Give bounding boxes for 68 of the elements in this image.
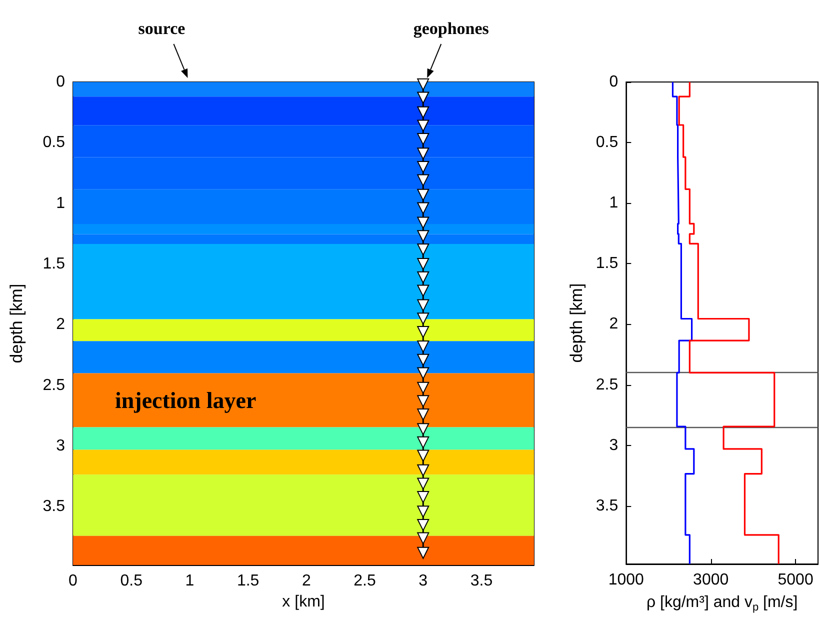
point <box>417 312 430 325</box>
x-tick-label: 0.5 <box>120 572 143 590</box>
point <box>417 423 430 436</box>
x-tick-label: 1000 <box>608 572 644 588</box>
point <box>417 271 430 284</box>
point <box>417 174 430 186</box>
annotation: geophones <box>413 19 490 38</box>
x-tick-label: 3 <box>418 572 428 590</box>
point <box>417 78 430 90</box>
point <box>417 284 430 297</box>
point <box>417 518 430 531</box>
point <box>417 92 430 104</box>
point <box>417 354 430 366</box>
point <box>417 450 430 462</box>
point <box>417 367 430 380</box>
annotation: source <box>138 19 186 38</box>
x-axis-title: x [km] <box>282 593 325 610</box>
y-tick-label: 1 <box>609 194 618 212</box>
y-tick-label: 2 <box>609 316 618 333</box>
point <box>417 188 430 201</box>
x-tick-label: 2.5 <box>354 572 376 590</box>
x-tick-label: 1.5 <box>236 572 260 590</box>
point <box>417 120 430 132</box>
x-tick-label: 2 <box>302 572 311 590</box>
x-tick-label: 0 <box>68 572 78 590</box>
y-tick-label: 3.5 <box>596 497 618 514</box>
y-tick-label: 1.5 <box>596 255 618 272</box>
point <box>417 340 430 353</box>
point <box>417 326 430 338</box>
point <box>417 491 430 504</box>
point <box>417 546 430 559</box>
point <box>417 106 430 118</box>
y-tick-label: 0.5 <box>596 134 618 152</box>
y-tick-label: 2.5 <box>596 376 618 394</box>
point <box>417 408 430 421</box>
x-tick-label: 1 <box>185 572 194 590</box>
point <box>417 243 430 256</box>
y-tick-label: 1 <box>56 194 66 212</box>
y-tick-label: 1.5 <box>42 256 66 273</box>
y-tick-label: 2.5 <box>42 376 66 394</box>
y-tick-label: 3 <box>609 436 618 454</box>
point <box>417 478 430 490</box>
band-label: injection layer <box>115 388 256 413</box>
point <box>417 382 430 394</box>
point <box>417 202 430 214</box>
point <box>417 160 430 173</box>
point <box>417 532 430 544</box>
x-tick-label: 3.5 <box>470 572 493 590</box>
point <box>417 148 430 160</box>
point <box>417 506 430 518</box>
y-tick-label: 2 <box>56 316 66 334</box>
y-axis-title: depth [km] <box>567 283 586 363</box>
y-tick-label: 0.5 <box>42 134 66 152</box>
x-tick-label: 5000 <box>778 572 814 588</box>
point <box>417 216 430 229</box>
point <box>417 230 430 242</box>
point <box>417 258 430 270</box>
point <box>417 133 430 146</box>
y-tick-label: 3.5 <box>42 498 66 516</box>
point <box>417 464 430 476</box>
point <box>417 436 430 448</box>
y-axis-title: depth [km] <box>7 284 26 364</box>
point <box>417 299 430 312</box>
y-tick-label: 3 <box>56 438 66 455</box>
point <box>417 395 430 408</box>
x-tick-label: 3000 <box>693 572 729 588</box>
y-tick-label: 0 <box>609 74 618 90</box>
y-tick-label: 0 <box>56 74 66 90</box>
